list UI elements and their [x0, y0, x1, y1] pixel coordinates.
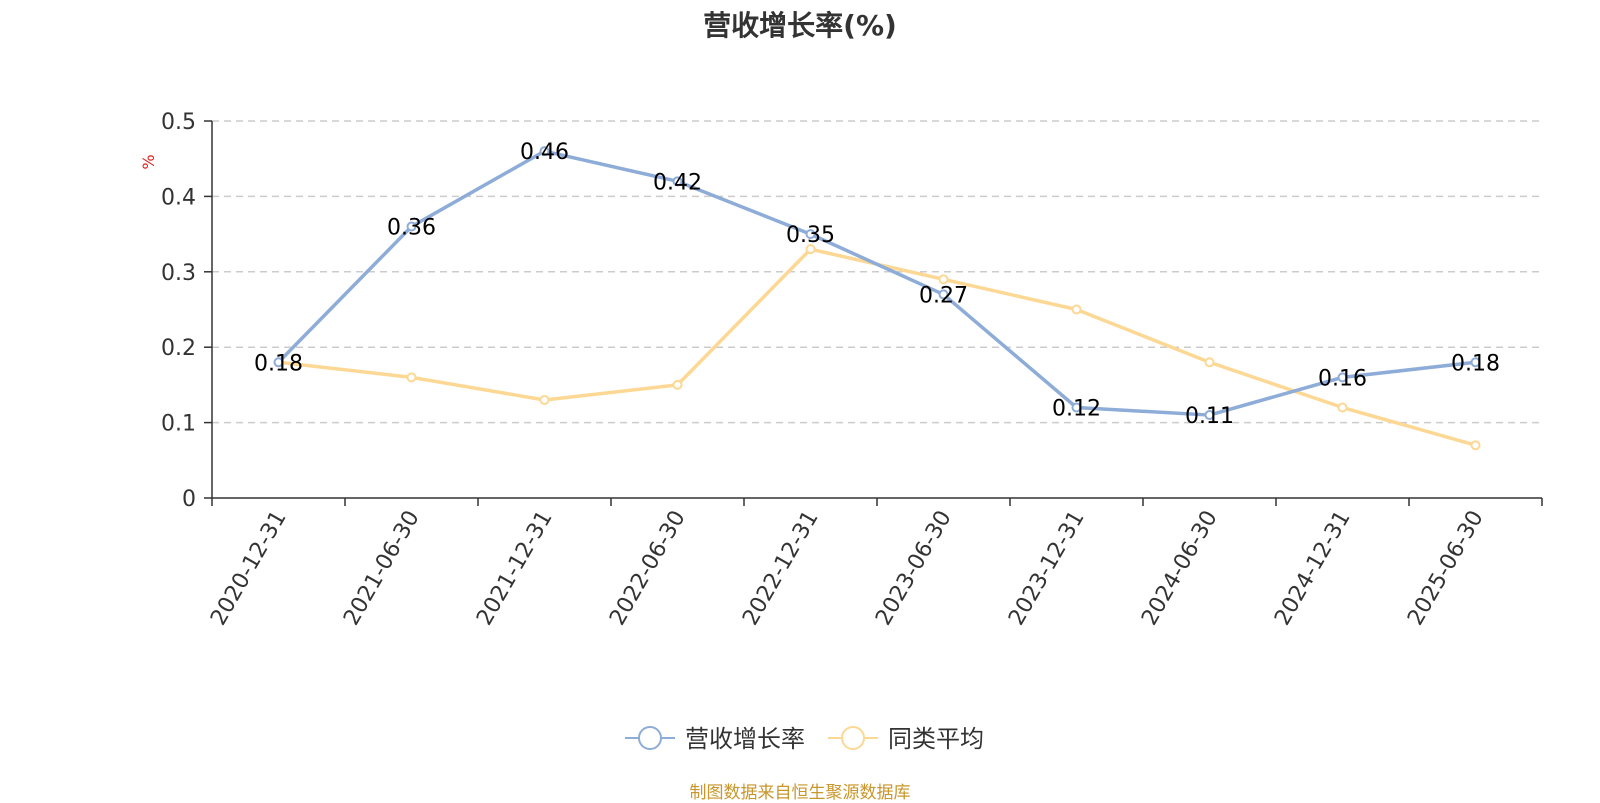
- data-point: [1071, 304, 1082, 315]
- data-label: 0.35: [786, 223, 835, 248]
- chart-title: 营收增长率(%): [703, 9, 897, 42]
- x-tick-label: 2024-12-31: [1270, 507, 1356, 630]
- data-label: 0.12: [1052, 397, 1101, 422]
- data-point: [672, 176, 683, 187]
- data-label: 0.42: [653, 170, 702, 195]
- y-tick-label: 0: [182, 487, 196, 512]
- data-point: [805, 244, 816, 255]
- data-point: [938, 289, 949, 300]
- x-tick-label: 2021-12-31: [472, 507, 558, 630]
- data-label: 0.46: [520, 140, 569, 165]
- legend-item: 营收增长率: [625, 725, 805, 753]
- data-label: 0.18: [1451, 351, 1500, 376]
- data-point: [406, 372, 417, 383]
- grid-lines: [212, 120, 1542, 424]
- data-point: [1337, 372, 1348, 383]
- data-point: [1470, 357, 1481, 368]
- x-tick-label: 2022-12-31: [738, 507, 824, 630]
- legend-item: 同类平均: [828, 725, 984, 753]
- data-point: [539, 394, 550, 405]
- y-tick-label: 0.2: [161, 336, 196, 361]
- data-label: 0.11: [1185, 404, 1234, 429]
- legend-marker: [638, 726, 662, 750]
- x-tick-label: 2023-06-30: [871, 507, 957, 630]
- data-point: [1204, 410, 1215, 421]
- data-point: [1204, 357, 1215, 368]
- source-note: 制图数据来自恒生聚源数据库: [689, 783, 911, 803]
- data-point: [1470, 440, 1481, 451]
- x-tick-label: 2024-06-30: [1137, 507, 1223, 630]
- legend-label: 同类平均: [888, 725, 984, 753]
- legend-marker: [841, 726, 865, 750]
- data-point: [273, 357, 284, 368]
- data-labels: 0.18 0.36 0.46 0.42 0.35 0.27 0.12 0.11 0.16 0.18: [254, 140, 1500, 429]
- y-tick-label: 0.1: [161, 412, 196, 437]
- y-tick-label: 0.4: [161, 185, 196, 210]
- legend: 营收增长率 同类平均: [625, 725, 984, 753]
- data-point: [1071, 402, 1082, 413]
- x-tick-label: 2025-06-30: [1403, 507, 1489, 630]
- y-tick-label: 0.3: [161, 261, 196, 286]
- x-tick-label: 2020-12-31: [206, 507, 292, 630]
- data-point: [1337, 402, 1348, 413]
- data-label: 0.16: [1318, 366, 1367, 391]
- data-point: [406, 221, 417, 232]
- data-point: [805, 229, 816, 240]
- data-label: 0.18: [254, 351, 303, 376]
- x-tick-label: 2023-12-31: [1004, 507, 1090, 630]
- legend-label: 营收增长率: [685, 725, 805, 753]
- x-tick-label: 2021-06-30: [339, 507, 425, 630]
- series-line: [277, 149, 1476, 417]
- data-point: [672, 379, 683, 390]
- data-label: 0.27: [919, 283, 968, 308]
- x-tick-label: 2022-06-30: [605, 507, 691, 630]
- data-label: 0.36: [387, 216, 436, 241]
- series-lines: [273, 146, 1481, 451]
- data-point: [539, 146, 550, 157]
- y-axis-unit-label: %: [139, 154, 158, 169]
- data-point: [938, 274, 949, 285]
- y-tick-label: 0.5: [161, 110, 196, 135]
